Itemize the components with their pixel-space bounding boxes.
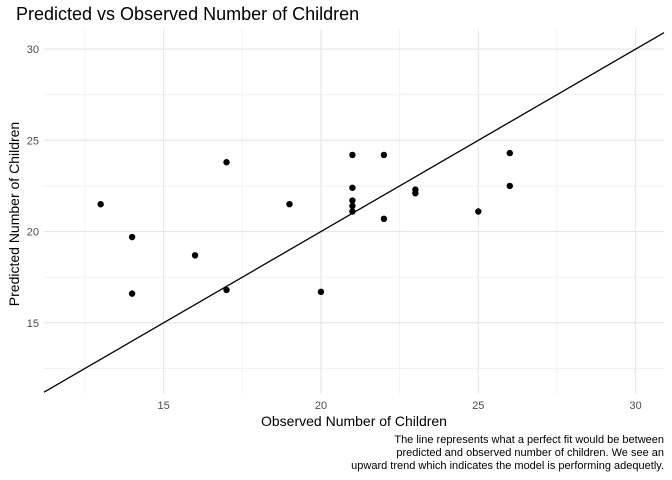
data-point [506,182,513,190]
caption: The line represents what a perfect fit w… [351,434,664,473]
data-point [349,197,356,204]
data-point [128,290,136,297]
data-point [349,208,356,215]
data-points [97,149,513,297]
caption-line-1: The line represents what a perfect fit w… [394,434,664,446]
data-point [286,201,293,208]
data-point [475,208,482,215]
minor-gridlines [44,29,664,394]
data-point [97,201,104,208]
data-point [506,149,513,157]
y-tick-label: 20 [27,227,39,239]
data-point [412,190,419,197]
y-tick-label: 30 [27,44,39,56]
x-tick-label: 30 [630,400,642,412]
x-tick-label: 15 [157,400,169,412]
data-point [380,215,388,222]
data-point [380,151,388,159]
major-gridlines [44,29,664,394]
data-point [191,252,199,259]
x-axis-label: Observed Number of Children [261,413,447,429]
data-point [128,233,136,241]
y-tick-labels: 15 20 25 30 [27,44,39,330]
data-point [317,288,325,295]
caption-line-2: predicted and observed number of childre… [396,447,664,459]
data-point [349,184,356,191]
y-tick-label: 15 [27,318,39,330]
chart-title: Predicted vs Observed Number of Children [16,4,360,24]
data-point [349,151,356,159]
y-tick-label: 25 [27,135,39,147]
y-axis-label: Predicted Number of Children [6,121,22,307]
x-tick-labels: 15 20 25 30 [157,400,641,412]
data-point [223,159,230,166]
caption-line-3: upward trend which indicates the model i… [351,460,664,472]
data-point [349,202,356,210]
x-tick-label: 20 [315,400,327,412]
x-tick-label: 25 [472,400,484,412]
data-point [223,286,230,294]
